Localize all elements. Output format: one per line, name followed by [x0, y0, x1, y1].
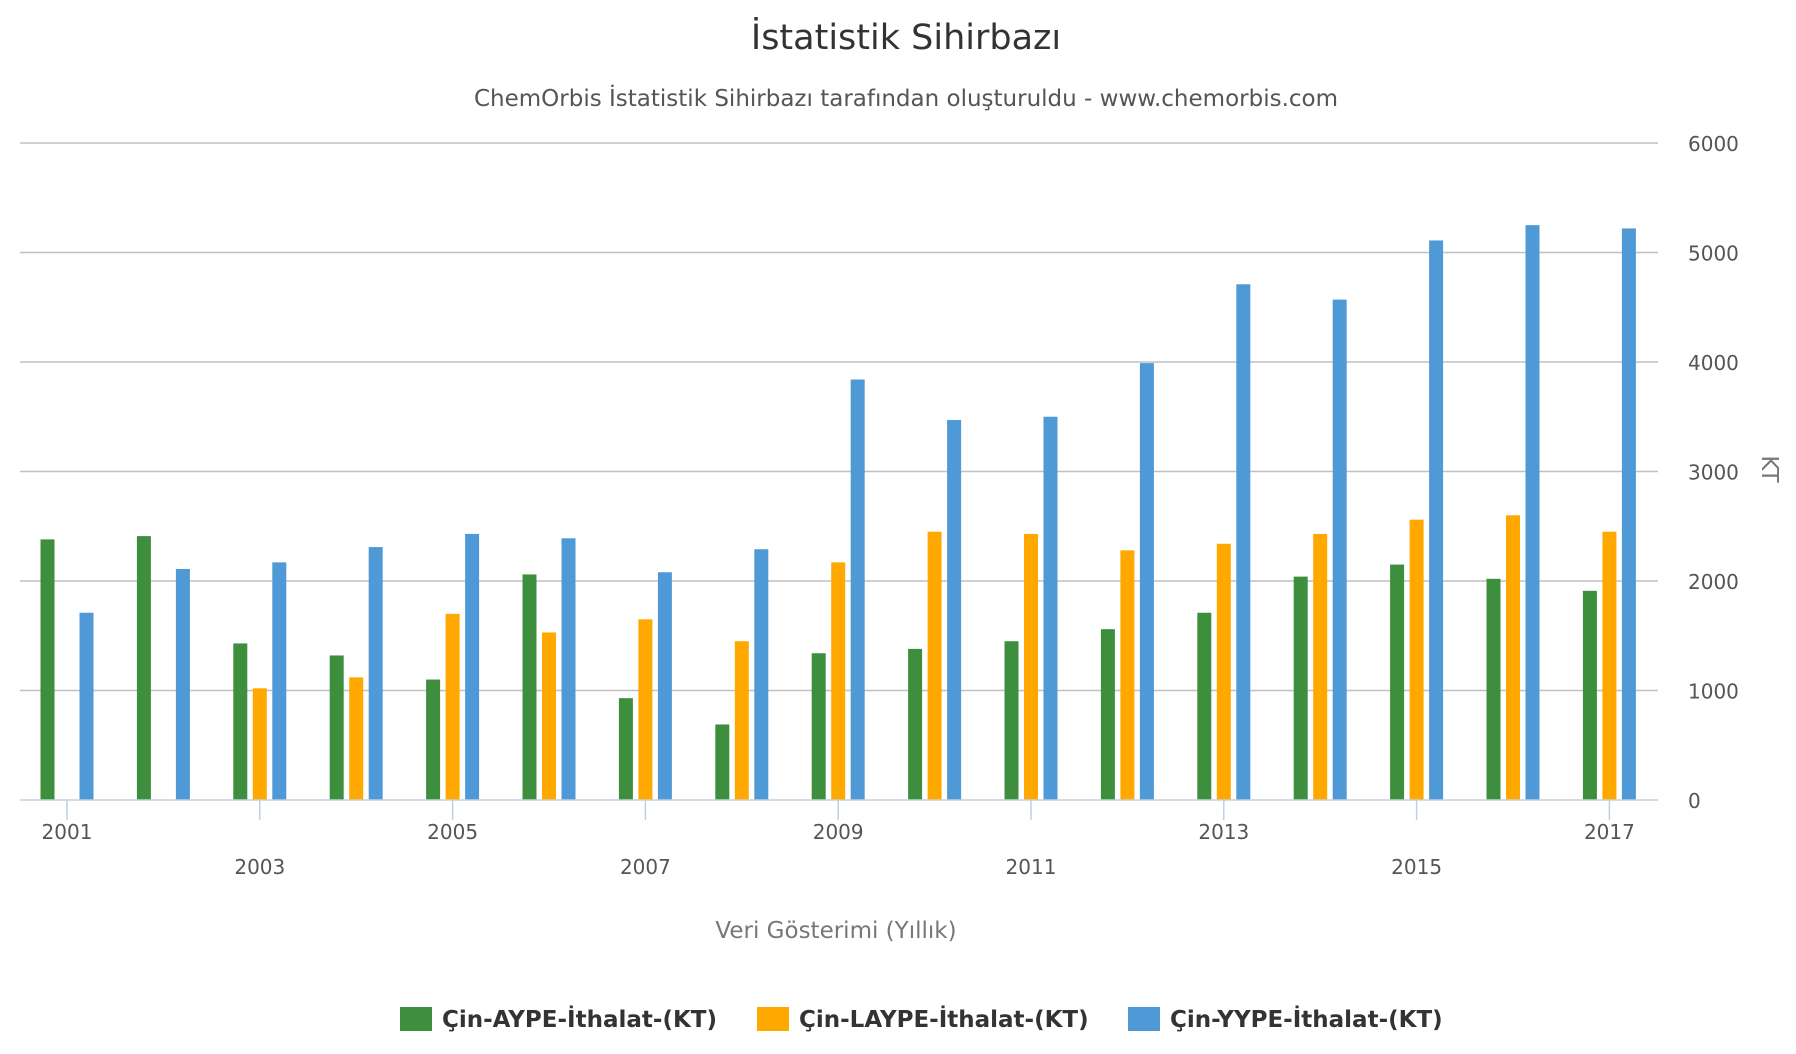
bar-2011-series-2: [1024, 533, 1038, 800]
bar-2002-series-3: [175, 568, 190, 800]
bar-2011-series-1: [1004, 641, 1019, 800]
bar-2009-series-1: [811, 653, 826, 800]
legend-swatch: [400, 1007, 432, 1031]
x-tick-label: 2011: [1006, 855, 1057, 879]
bar-2011-series-3: [1043, 416, 1058, 800]
bar-2015-series-2: [1409, 519, 1424, 800]
bar-2009-series-2: [831, 562, 846, 800]
bar-2013-series-3: [1236, 284, 1251, 800]
bar-2002-series-1: [136, 536, 151, 800]
legend-item-3[interactable]: Çin-YYPE-İthalat-(KT): [1128, 1005, 1443, 1033]
x-tick-label: 2009: [813, 820, 864, 844]
bar-2017-series-2: [1602, 531, 1617, 800]
legend-label: Çin-LAYPE-İthalat-(KT): [799, 1005, 1089, 1033]
y-tick-label: 3000: [1688, 461, 1739, 485]
bar-2013-series-2: [1216, 543, 1231, 800]
bar-2017-series-1: [1582, 590, 1597, 800]
bar-2005-series-2: [445, 613, 460, 800]
x-tick-label: 2017: [1584, 820, 1635, 844]
bars: [40, 225, 1636, 800]
bar-2016-series-2: [1506, 515, 1520, 800]
bar-2001-series-3: [79, 612, 94, 800]
bar-2003-series-1: [233, 643, 248, 800]
legend-swatch: [757, 1007, 789, 1031]
bar-2013-series-1: [1197, 612, 1212, 800]
chart-subtitle: ChemOrbis İstatistik Sihirbazı tarafında…: [474, 84, 1338, 112]
y-tick-label: 4000: [1688, 351, 1739, 375]
bar-2004-series-3: [368, 547, 383, 800]
x-axis-title: Veri Gösterimi (Yıllık): [715, 918, 956, 944]
bar-2008-series-2: [734, 641, 749, 800]
bar-2014-series-1: [1293, 576, 1308, 800]
bar-2016-series-1: [1486, 578, 1501, 800]
legend-label: Çin-AYPE-İthalat-(KT): [442, 1005, 717, 1033]
y-tick-label: 5000: [1688, 242, 1739, 266]
y-axis-title: KT: [1756, 455, 1782, 483]
x-tick-label: 2015: [1391, 855, 1442, 879]
bar-2017-series-3: [1621, 228, 1636, 800]
bar-2007-series-2: [638, 619, 653, 800]
bar-2001-series-1: [40, 539, 55, 800]
legend-item-1[interactable]: Çin-AYPE-İthalat-(KT): [400, 1005, 717, 1033]
bar-2009-series-3: [850, 379, 865, 800]
bar-2015-series-3: [1429, 240, 1444, 800]
gridlines: [20, 142, 1658, 692]
bar-2005-series-1: [426, 679, 441, 800]
bar-2006-series-3: [561, 538, 576, 800]
bar-2007-series-3: [657, 572, 672, 800]
bar-2010-series-3: [947, 420, 962, 800]
bar-2008-series-1: [715, 724, 730, 800]
bar-2005-series-3: [465, 533, 480, 800]
bar-2015-series-1: [1390, 564, 1405, 800]
y-tick-label: 0: [1688, 789, 1701, 813]
x-axis: 2001 2005 2009 2013 2017 2003 2007 2011 2015: [20, 799, 1658, 879]
x-tick-label: 2005: [427, 820, 478, 844]
bar-2012-series-3: [1139, 363, 1154, 800]
bar-2012-series-1: [1100, 629, 1115, 800]
y-tick-label: 2000: [1688, 570, 1739, 594]
bar-2014-series-3: [1332, 299, 1347, 800]
y-tick-label: 6000: [1688, 132, 1739, 156]
bar-2004-series-2: [349, 677, 364, 800]
x-tick-label: 2001: [42, 820, 93, 844]
x-tick-label: 2007: [620, 855, 671, 879]
y-tick-label: 1000: [1688, 680, 1739, 704]
y-axis-ticks: 0 1000 2000 3000 4000 5000 6000: [1688, 132, 1739, 813]
bar-2006-series-2: [542, 632, 556, 800]
bar-2010-series-1: [908, 648, 923, 800]
bar-2007-series-1: [618, 698, 633, 800]
bar-2006-series-1: [522, 574, 537, 800]
bar-2014-series-2: [1313, 533, 1328, 800]
legend: Çin-AYPE-İthalat-(KT) Çin-LAYPE-İthalat-(…: [400, 1005, 1443, 1033]
x-tick-label: 2003: [234, 855, 285, 879]
chart-title: İstatistik Sihirbazı: [751, 16, 1061, 58]
legend-label: Çin-YYPE-İthalat-(KT): [1170, 1005, 1443, 1033]
bar-2004-series-1: [329, 655, 344, 800]
bar-2010-series-2: [927, 531, 942, 800]
legend-swatch: [1128, 1007, 1160, 1031]
legend-item-2[interactable]: Çin-LAYPE-İthalat-(KT): [757, 1005, 1089, 1033]
bar-2012-series-2: [1120, 550, 1135, 800]
bar-2008-series-3: [754, 549, 769, 800]
bar-2003-series-2: [252, 688, 267, 800]
x-tick-label: 2013: [1198, 820, 1249, 844]
bar-2003-series-3: [272, 562, 287, 800]
bar-2016-series-3: [1525, 225, 1540, 800]
